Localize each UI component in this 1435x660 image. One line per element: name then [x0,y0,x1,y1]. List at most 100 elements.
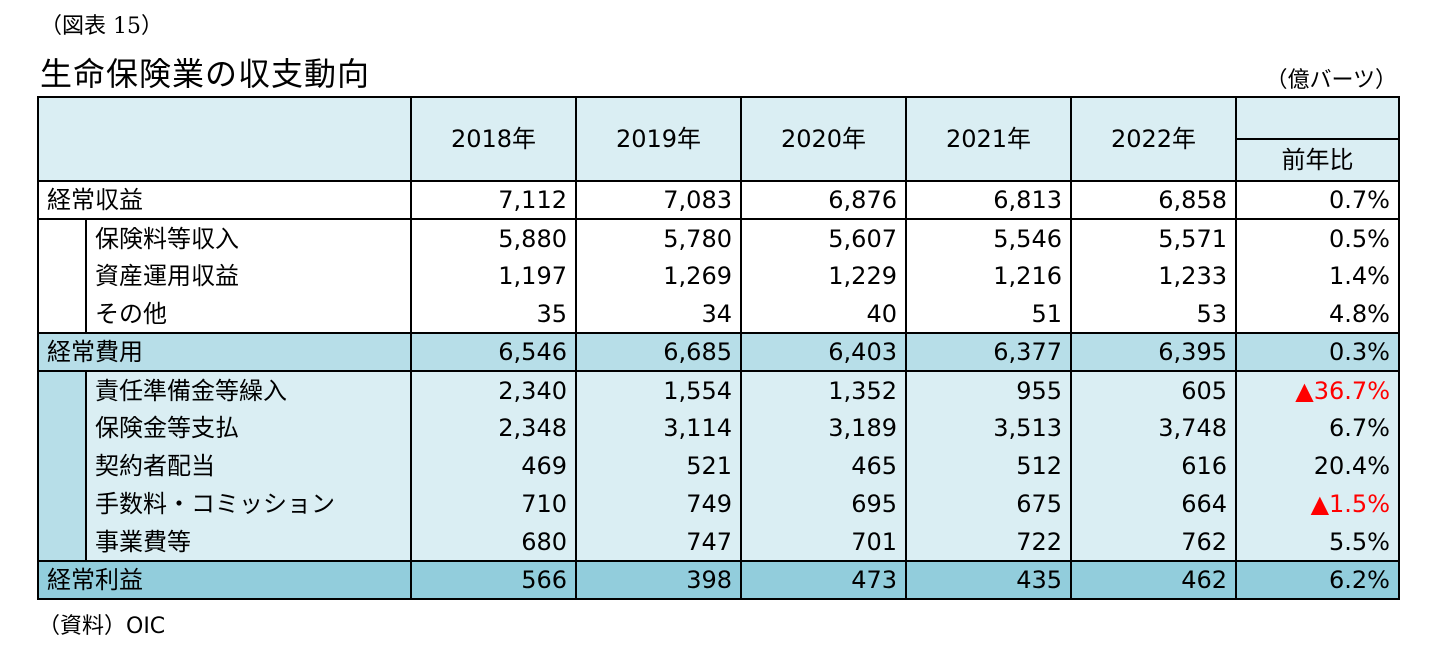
table-cell: 6,403 [740,332,907,372]
header-row: 2018年 2019年 2020年 2021年 2022年 [37,96,1400,182]
table-cell: 521 [575,447,742,485]
table-cell: 695 [740,485,907,523]
table-cell-yoy: ▲36.7% [1235,370,1400,409]
table-row: その他 35 34 40 51 53 4.8% [38,295,1400,333]
table-cell: 7,083 [575,180,742,220]
table-cell-yoy: 0.7% [1235,180,1400,220]
table-cell: 398 [575,560,742,600]
table-cell: 1,269 [575,257,742,295]
table-cell: 435 [905,560,1072,600]
table-cell: 5,880 [410,218,577,257]
table-row-total: 経常利益 566 398 473 435 462 6.2% [37,560,1400,600]
table-cell: 3,114 [575,409,742,447]
table-cell: 469 [410,447,577,485]
table-cell: 6,876 [740,180,907,220]
table-cell: 2,340 [410,370,577,409]
table-cell-yoy: 1.4% [1235,257,1400,295]
table-cell: 6,813 [905,180,1072,220]
table-cell: 34 [575,295,742,333]
row-label: 経常収益 [37,180,411,220]
table-cell: 664 [1070,485,1237,523]
table-cell: 5,571 [1070,218,1237,257]
table-row: 事業費等 680 747 701 722 762 5.5% [38,523,1400,561]
table-cell: 6,685 [575,332,742,372]
table-row: 責任準備金等繰入 2,340 1,554 1,352 955 605 ▲36.7… [37,370,1400,561]
table-cell: 3,513 [905,409,1072,447]
table-cell: 3,748 [1070,409,1237,447]
unit-label: （億バーツ） [1265,68,1397,93]
table-row: 保険料等収入 5,880 5,780 5,607 5,546 5,571 0.5… [37,218,1400,333]
header-year: 2019年 [575,96,742,182]
table-cell: 566 [410,560,577,600]
header-year: 2022年 [1070,96,1237,182]
table-cell-yoy: 6.2% [1235,560,1400,600]
table-cell: 2,348 [410,409,577,447]
header-corner [37,96,412,182]
table-cell: 5,607 [740,218,907,257]
table-cell: 1,233 [1070,257,1237,295]
table-cell-yoy: 5.5% [1235,523,1400,561]
table-cell: 512 [905,447,1072,485]
table-cell: 701 [740,523,907,561]
row-label: 資産運用収益 [85,257,411,295]
row-label: 責任準備金等繰入 [85,370,411,409]
table-row: 経常収益 7,112 7,083 6,876 6,813 6,858 0.7% [37,180,1400,220]
header-row-2: 前年比 [38,138,1400,182]
table-cell: 722 [905,523,1072,561]
source-note: （資料）OIC [38,614,166,639]
table-cell: 6,858 [1070,180,1237,220]
table-cell: 680 [410,523,577,561]
table-cell: 6,546 [410,332,577,372]
table-row: 手数料・コミッション 710 749 695 675 664 ▲1.5% [38,485,1400,523]
table-row: 資産運用収益 1,197 1,269 1,229 1,216 1,233 1.4… [38,257,1400,295]
table-cell: 7,112 [410,180,577,220]
row-label: 保険金等支払 [85,409,411,447]
row-label: 保険料等収入 [85,218,411,257]
table-row: 経常費用 6,546 6,685 6,403 6,377 6,395 0.3% [37,332,1400,372]
table-cell: 3,189 [740,409,907,447]
table-cell-yoy: 0.3% [1235,332,1400,372]
table-cell: 749 [575,485,742,523]
table-cell: 462 [1070,560,1237,600]
table-cell-yoy: 20.4% [1235,447,1400,485]
table-cell: 5,546 [905,218,1072,257]
table-cell: 5,780 [575,218,742,257]
row-label: 契約者配当 [85,447,411,485]
table-cell: 762 [1070,523,1237,561]
indent-spacer [37,219,86,333]
row-label: 事業費等 [85,523,411,561]
table-cell: 955 [905,370,1072,409]
row-label: 経常費用 [37,332,411,372]
page-title: 生命保険業の収支動向 [40,55,371,93]
table-cell: 616 [1070,447,1237,485]
row-label: 経常利益 [37,560,412,600]
table-cell: 53 [1070,295,1237,333]
header-yoy-spacer [1236,96,1400,139]
income-table: 2018年 2019年 2020年 2021年 2022年 前年比 経常収益 7… [37,96,1400,600]
table-cell-yoy: 4.8% [1235,295,1400,333]
indent-spacer [37,371,86,561]
table-cell: 35 [410,295,577,333]
table-cell-yoy: ▲1.5% [1235,485,1400,523]
table-cell: 6,377 [905,332,1072,372]
table-cell: 40 [740,295,907,333]
table-cell: 1,229 [740,257,907,295]
header-year: 2018年 [410,96,577,182]
table-cell: 51 [905,295,1072,333]
table-cell: 710 [410,485,577,523]
header-yoy: 前年比 [1235,138,1400,182]
table-cell: 675 [905,485,1072,523]
header-year: 2021年 [905,96,1072,182]
figure-label: （図表 15） [40,14,163,39]
table-cell: 6,395 [1070,332,1237,372]
table-cell: 605 [1070,370,1237,409]
row-label: 手数料・コミッション [85,485,411,523]
table-cell: 473 [740,560,907,600]
table-cell: 1,554 [575,370,742,409]
header-year: 2020年 [740,96,907,182]
table-cell: 465 [740,447,907,485]
table-cell: 1,197 [410,257,577,295]
table-cell-yoy: 0.5% [1235,218,1400,257]
table-cell: 1,352 [740,370,907,409]
table-cell-yoy: 6.7% [1235,409,1400,447]
